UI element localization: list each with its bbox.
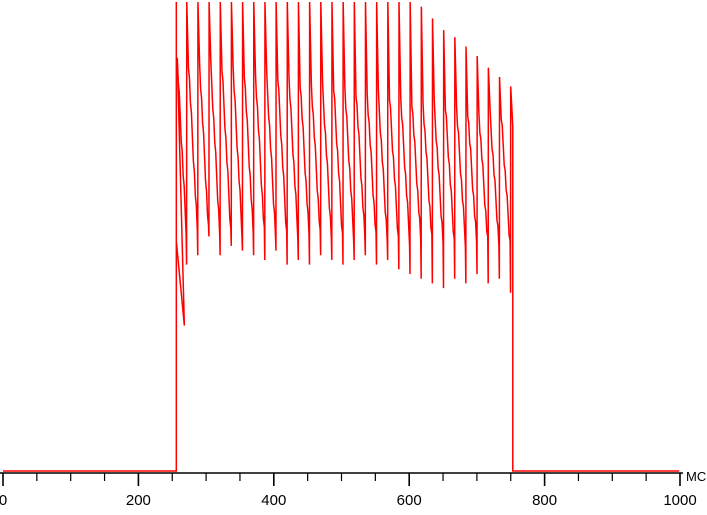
- x-axis-group: 0 200 400 600 800 1000: [0, 472, 697, 509]
- signal-line: [3, 1, 680, 472]
- signal-trace-group: [3, 1, 680, 472]
- x-axis-tick-label: 400: [261, 492, 286, 509]
- x-axis-tick-label: 1000: [663, 492, 696, 509]
- x-axis-tick-label: 600: [397, 492, 422, 509]
- x-axis-tick-label: 200: [126, 492, 151, 509]
- x-axis-tick-label: 0: [0, 492, 7, 509]
- x-axis-tick-label: 800: [532, 492, 557, 509]
- x-axis-unit-label: MC: [686, 469, 706, 484]
